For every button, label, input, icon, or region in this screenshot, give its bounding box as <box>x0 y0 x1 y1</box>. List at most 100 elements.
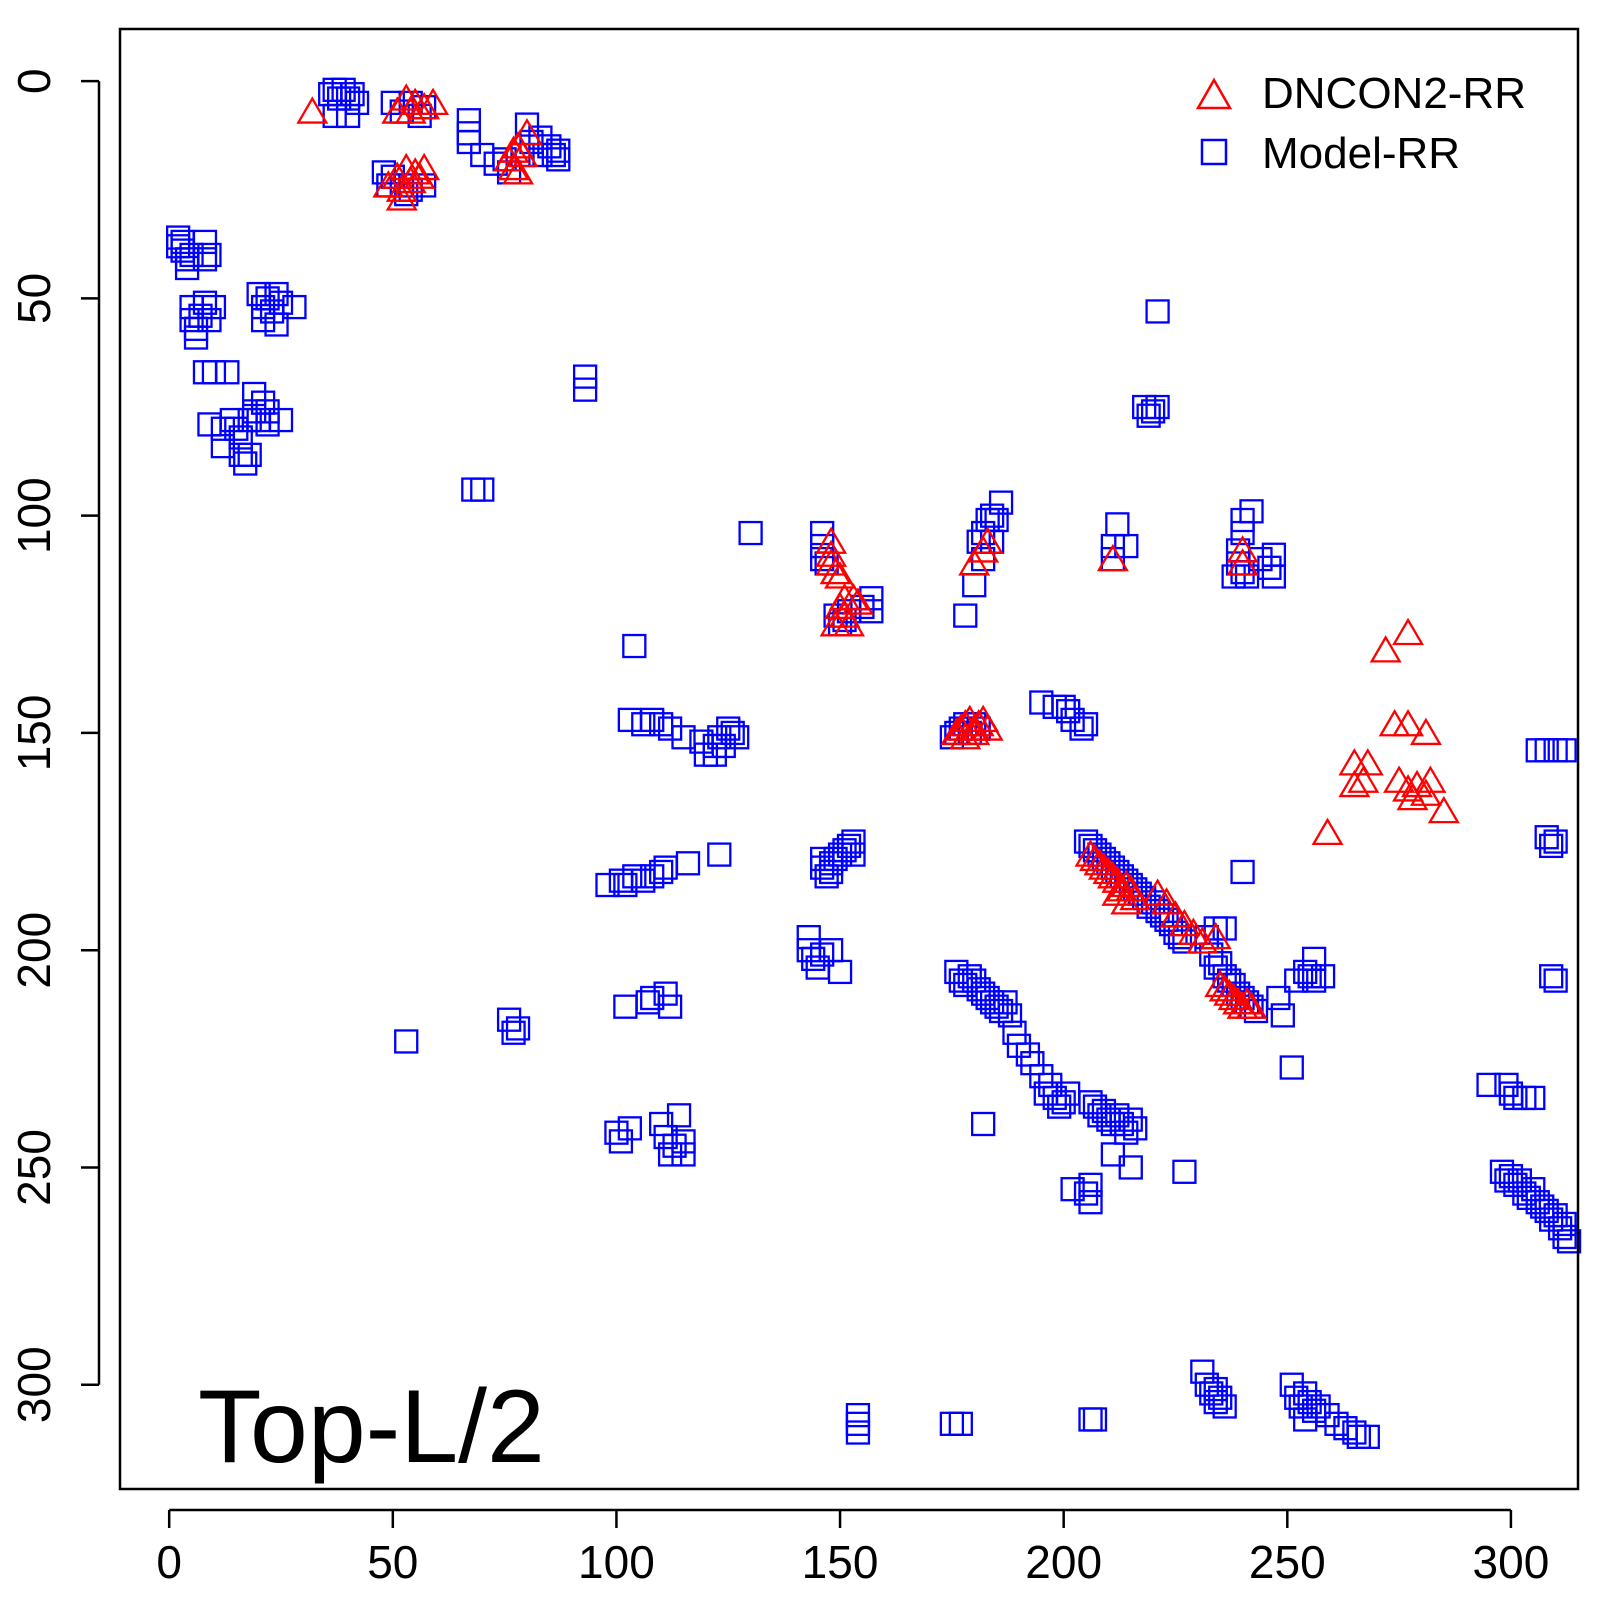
model-rr-point <box>657 1142 683 1167</box>
model-rr-point <box>201 294 227 320</box>
dncon2-rr-point <box>828 582 861 611</box>
model-rr-point <box>1109 1111 1134 1137</box>
model-rr-point <box>1552 1211 1577 1237</box>
dncon2-rr-point <box>1338 769 1371 798</box>
model-rr-point <box>1552 738 1577 763</box>
model-rr-point <box>572 377 598 402</box>
dncon2-rr-point <box>841 587 874 615</box>
dncon2-rr-point <box>1427 795 1460 824</box>
model-rr-point <box>671 1129 696 1154</box>
model-rr-point <box>1230 859 1255 885</box>
series-dncon2-rr <box>296 83 1460 1019</box>
model-rr-point <box>268 407 294 433</box>
model-rr-point <box>1060 1177 1085 1202</box>
y-axis: 0 50 100 150 200 250 300 <box>8 68 101 1423</box>
model-rr-point <box>1105 1103 1130 1128</box>
model-rr-point <box>1078 1090 1103 1115</box>
model-rr-point <box>1029 1064 1054 1089</box>
x-tick-label: 150 <box>802 1536 879 1588</box>
model-rr-point <box>1293 959 1318 985</box>
dncon2-rr-point <box>1186 926 1219 954</box>
model-rr-point <box>979 503 1005 528</box>
model-rr-point <box>1534 1198 1559 1224</box>
model-rr-point <box>1212 1394 1237 1419</box>
dncon2-rr-point <box>1392 708 1425 737</box>
dncon2-rr-point <box>1311 817 1344 846</box>
model-rr-point <box>966 977 991 1002</box>
model-rr-point <box>242 399 267 424</box>
model-rr-point <box>1140 399 1166 424</box>
model-rr-point <box>1498 1163 1524 1189</box>
model-rr-point <box>622 633 647 659</box>
model-rr-point <box>1123 1116 1148 1141</box>
model-rr-point <box>1203 1376 1228 1402</box>
model-rr-point <box>810 855 835 880</box>
model-rr-point <box>707 842 732 867</box>
model-rr-point <box>979 990 1005 1015</box>
model-rr-point <box>657 716 683 741</box>
model-rr-point <box>1516 1185 1541 1211</box>
model-rr-point <box>1020 1051 1045 1076</box>
model-rr-point <box>1297 964 1322 989</box>
y-tick-label: 0 <box>8 68 60 94</box>
dncon2-rr-point <box>1199 921 1232 950</box>
model-rr-point <box>649 712 674 737</box>
model-rr-point <box>1078 1190 1103 1215</box>
dncon2-rr-point <box>417 87 450 116</box>
model-rr-point <box>1230 507 1255 533</box>
model-rr-point <box>1132 394 1157 420</box>
model-rr-point <box>707 725 732 750</box>
model-rr-point <box>617 1116 643 1141</box>
model-rr-point <box>1266 985 1291 1011</box>
model-rr-point <box>640 707 665 733</box>
legend-label-dncon2-rr: DNCON2-RR <box>1262 69 1526 118</box>
model-rr-point <box>264 312 289 337</box>
model-rr-point <box>237 442 262 467</box>
model-rr-point <box>631 712 656 737</box>
model-rr-point <box>1530 1194 1555 1219</box>
model-rr-point <box>827 842 853 867</box>
model-rr-point <box>662 1133 687 1158</box>
model-rr-point <box>1199 1381 1224 1406</box>
model-rr-point <box>649 859 674 885</box>
dncon2-rr-point <box>1235 991 1268 1019</box>
model-rr-point <box>250 294 276 320</box>
model-rr-point <box>528 125 553 150</box>
x-tick-label: 0 <box>156 1536 182 1588</box>
model-rr-point <box>1552 1224 1577 1250</box>
model-rr-point <box>1521 1085 1546 1111</box>
dncon2-rr-point <box>819 609 852 637</box>
model-rr-point <box>394 1029 419 1054</box>
dncon2-rr-point <box>1392 617 1425 646</box>
model-rr-point <box>1494 1168 1519 1193</box>
model-rr-point <box>622 864 647 889</box>
y-tick-label: 150 <box>8 695 60 772</box>
model-rr-point <box>380 90 405 116</box>
model-rr-point <box>210 416 236 441</box>
model-rr-point <box>957 964 982 989</box>
model-rr-point <box>335 86 361 111</box>
model-rr-point <box>1073 829 1099 854</box>
model-rr-point <box>649 1111 674 1137</box>
model-rr-point <box>1301 1398 1327 1423</box>
model-rr-point <box>666 1103 692 1128</box>
dncon2-rr-point <box>510 118 543 146</box>
legend-label-model-rr: Model-RR <box>1262 129 1460 178</box>
model-rr-point <box>255 399 280 424</box>
model-rr-point <box>1073 1181 1099 1206</box>
model-rr-point <box>546 147 571 172</box>
model-rr-point <box>1310 964 1336 989</box>
dncon2-rr-point <box>1231 987 1264 1015</box>
model-rr-point <box>210 433 236 459</box>
model-rr-point <box>1082 1407 1108 1432</box>
dncon2-rr-point <box>819 556 852 585</box>
model-rr-point <box>1503 1172 1528 1197</box>
model-rr-point <box>1539 964 1564 989</box>
x-axis: 0 50 100 150 200 250 300 <box>156 1508 1549 1588</box>
model-rr-point <box>971 520 996 546</box>
model-rr-point <box>631 868 656 893</box>
model-rr-point <box>233 451 258 476</box>
model-rr-point <box>1194 1372 1219 1397</box>
model-rr-point <box>948 968 973 993</box>
model-rr-point <box>841 842 866 867</box>
